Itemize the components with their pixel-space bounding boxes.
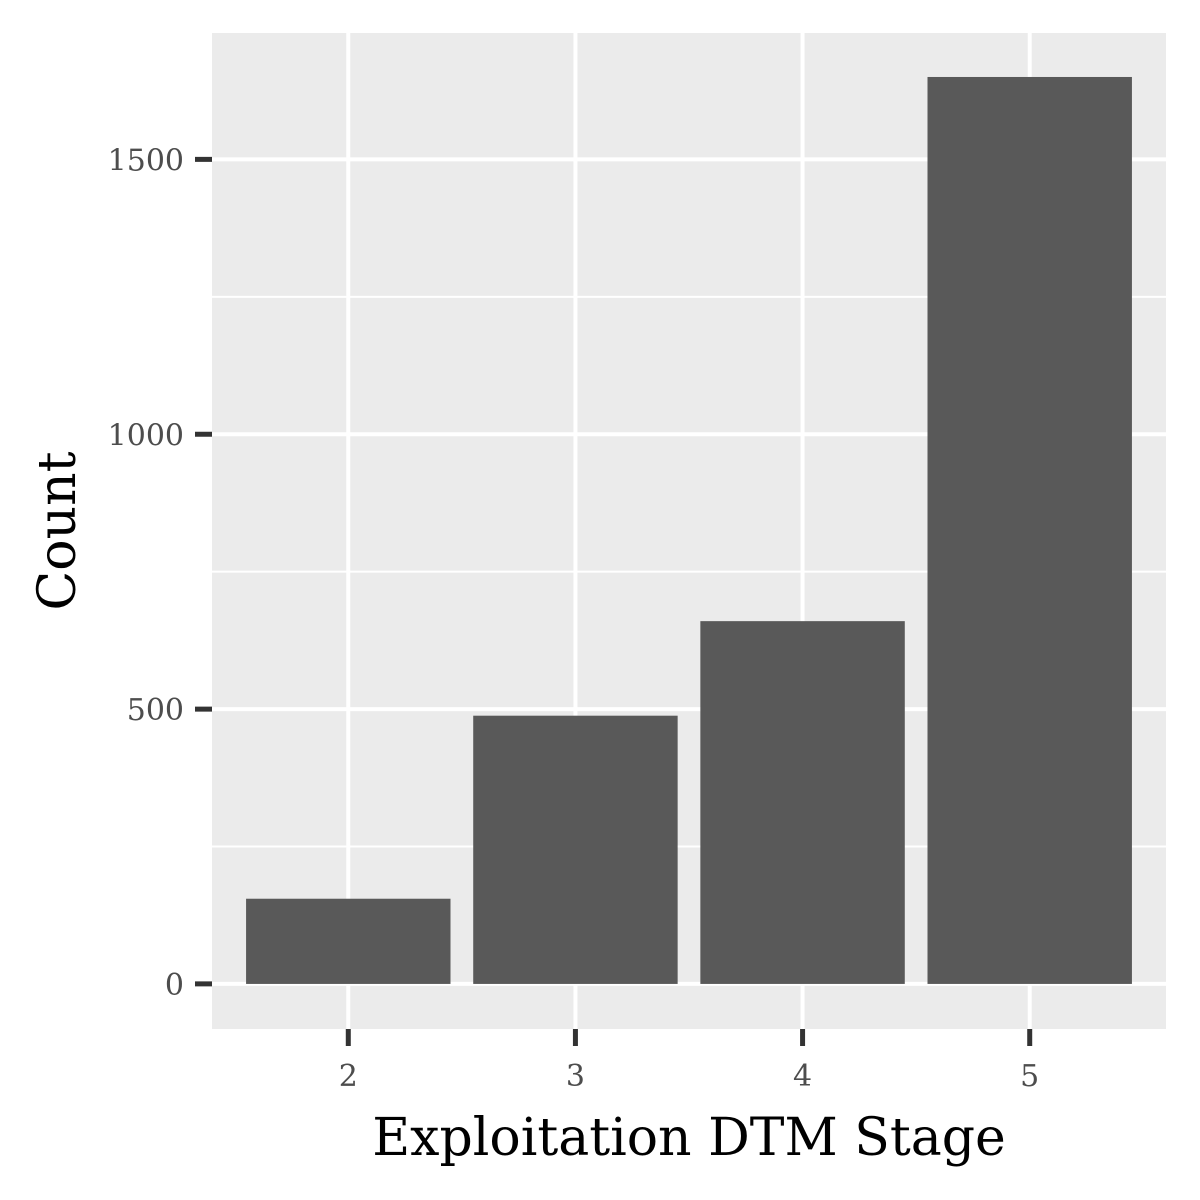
x-tick-label: 3 <box>566 1059 585 1094</box>
x-tick-label: 4 <box>793 1059 812 1094</box>
y-axis-title: Count <box>28 451 88 610</box>
y-tick-label: 500 <box>127 693 184 728</box>
bar-2 <box>246 898 451 984</box>
y-axis: 0 500 1000 1500 <box>108 143 212 1003</box>
x-axis: 2 3 4 5 <box>339 1029 1039 1094</box>
x-tick-label: 5 <box>1020 1059 1039 1094</box>
x-tick-label: 2 <box>339 1059 358 1094</box>
y-tick-label: 0 <box>165 968 184 1003</box>
y-tick-label: 1500 <box>108 143 184 178</box>
y-tick-label: 1000 <box>108 418 184 453</box>
x-axis-title: Exploitation DTM Stage <box>372 1108 1006 1168</box>
bar-5 <box>927 76 1132 984</box>
bar-4 <box>700 621 905 984</box>
bar-3 <box>473 715 678 984</box>
bars <box>246 76 1132 984</box>
